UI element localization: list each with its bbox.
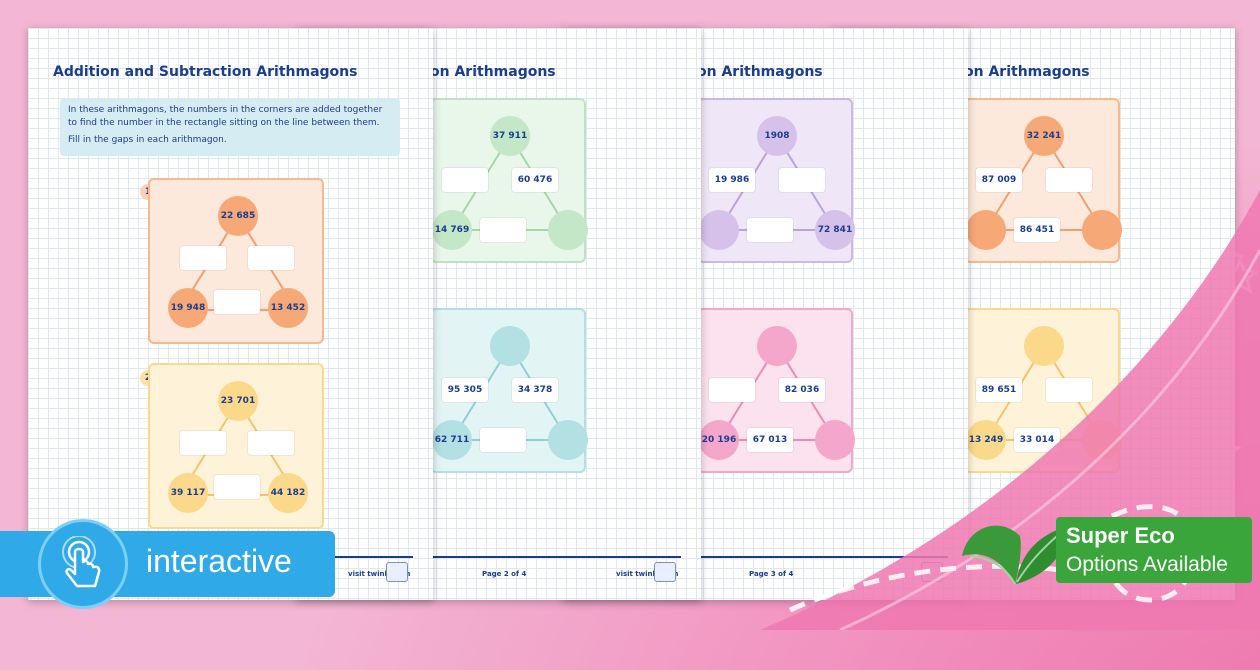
corner-top: 22 685 [218, 196, 258, 236]
tap-hand-icon [38, 519, 128, 609]
corner-right: 13 452 [268, 288, 308, 328]
instructions-text: In these arithmagons, the numbers in the… [68, 105, 383, 128]
arithmagon-panel: 32 241 87 009 86 451 [964, 98, 1122, 263]
footer-rule [316, 556, 681, 558]
side-box-bottom[interactable] [747, 218, 793, 242]
side-box-right[interactable] [248, 431, 294, 455]
corner-top: 1908 [757, 116, 797, 156]
corner-right: 44 182 [268, 473, 308, 513]
corner-top: 23 701 [218, 381, 258, 421]
footer-rule [583, 556, 948, 558]
side-box-bottom[interactable]: 86 451 [1014, 218, 1060, 242]
corner-right [815, 420, 855, 460]
super-eco-badge[interactable]: Super Eco Options Available [1056, 517, 1252, 583]
side-box-right[interactable]: 60 476 [512, 168, 558, 192]
corner-left [966, 210, 1006, 250]
page-number: Page 3 of 4 [749, 570, 794, 578]
eco-title: Super Eco [1066, 523, 1175, 548]
side-box-bottom[interactable] [480, 218, 526, 242]
worksheet-page-1: Addition and Subtraction Arithmagons In … [28, 28, 433, 600]
corner-left: 13 249 [966, 420, 1006, 460]
side-box-left[interactable] [180, 431, 226, 455]
corner-top [1024, 326, 1064, 366]
corner-right [1082, 210, 1122, 250]
corner-right [548, 210, 588, 250]
arithmagon-panel: 20 196 82 036 67 013 [697, 308, 855, 473]
side-box-right[interactable]: 34 378 [512, 378, 558, 402]
corner-left: 19 948 [168, 288, 208, 328]
corner-left: 39 117 [168, 473, 208, 513]
corner-left: 62 711 [432, 420, 472, 460]
side-box-left[interactable] [442, 168, 488, 192]
side-box-left[interactable] [709, 378, 755, 402]
arithmagon-panel: 1908 72 841 19 986 [697, 98, 855, 263]
page-number: Page 2 of 4 [482, 570, 527, 578]
page-title: Addition and Subtraction Arithmagons [53, 64, 358, 80]
side-box-bottom[interactable] [480, 428, 526, 452]
side-box-right[interactable] [1046, 378, 1092, 402]
arithmagon-panel: 22 685 19 948 13 452 [148, 178, 324, 344]
instructions-box: In these arithmagons, the numbers in the… [60, 98, 400, 156]
corner-left [699, 210, 739, 250]
twinkl-logo [386, 562, 408, 582]
corner-left: 20 196 [699, 420, 739, 460]
interactive-label: interactive [146, 543, 292, 579]
arithmagon-panel: 62 711 95 305 34 378 [430, 308, 588, 473]
page-title-partial: on Arithmagons [964, 64, 1090, 80]
side-box-left[interactable] [180, 246, 226, 270]
corner-right [548, 420, 588, 460]
side-box-left[interactable]: 95 305 [442, 378, 488, 402]
instructions-text: Fill in the gaps in each arithmagon. [68, 135, 227, 145]
side-box-bottom[interactable]: 67 013 [747, 428, 793, 452]
arithmagon-panel: 23 701 39 117 44 182 [148, 363, 324, 529]
side-box-bottom[interactable] [214, 475, 260, 499]
page-title-partial: on Arithmagons [697, 64, 823, 80]
corner-left: 14 769 [432, 210, 472, 250]
side-box-right[interactable] [248, 246, 294, 270]
footer-site: visit twinkl.com [348, 570, 411, 578]
eco-subtitle: Options Available [1066, 553, 1228, 576]
side-box-right[interactable] [779, 168, 825, 192]
corner-top: 32 241 [1024, 116, 1064, 156]
side-box-right[interactable] [1046, 168, 1092, 192]
corner-top: 37 911 [490, 116, 530, 156]
twinkl-logo [654, 562, 676, 582]
side-box-bottom[interactable] [214, 290, 260, 314]
leaf-icon [960, 496, 1070, 586]
side-box-left[interactable]: 89 651 [976, 378, 1022, 402]
arithmagon-panel: 37 911 14 769 60 476 [430, 98, 588, 263]
corner-top [757, 326, 797, 366]
side-box-left[interactable]: 87 009 [976, 168, 1022, 192]
corner-top [490, 326, 530, 366]
side-box-left[interactable]: 19 986 [709, 168, 755, 192]
corner-right: 72 841 [815, 210, 855, 250]
side-box-right[interactable]: 82 036 [779, 378, 825, 402]
footer-site: visit twinkl.com [616, 570, 679, 578]
page-title-partial: on Arithmagons [430, 64, 556, 80]
